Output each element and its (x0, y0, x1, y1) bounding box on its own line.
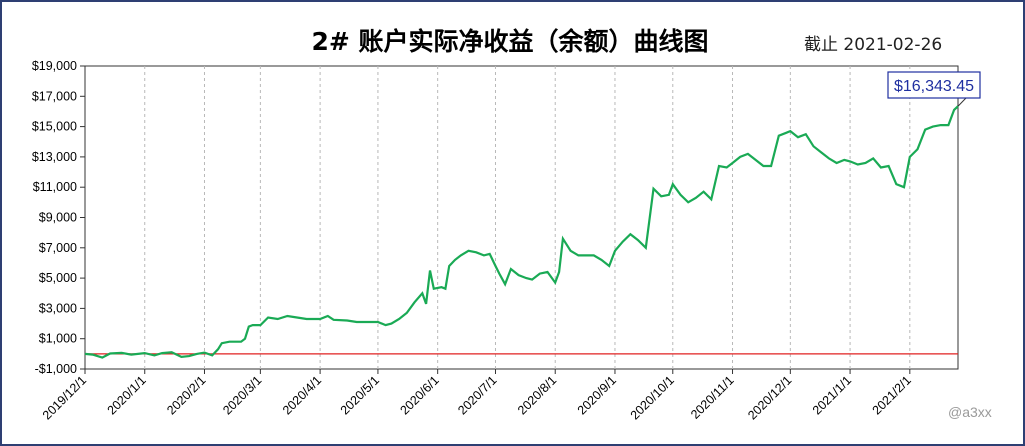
y-tick-label: $3,000 (39, 301, 77, 315)
x-tick-label: 2020/10/1 (628, 373, 677, 422)
x-tick-label: 2020/7/1 (455, 373, 499, 417)
x-tick-label: 2020/11/1 (688, 373, 737, 422)
y-tick-label: $9,000 (39, 211, 77, 225)
x-tick-label: 2021/2/1 (870, 373, 914, 417)
x-tick-label: 2020/2/1 (164, 373, 208, 417)
x-tick-label: 2020/12/1 (745, 373, 794, 422)
y-tick-label: $5,000 (39, 271, 77, 285)
x-tick-label: 2021/1/1 (810, 373, 854, 417)
y-tick-label: $17,000 (32, 89, 77, 103)
callout-leader (957, 97, 967, 107)
x-tick-label: 2020/4/1 (280, 373, 324, 417)
end-value-label: $16,343.45 (894, 78, 974, 95)
y-tick-label: $1,000 (39, 332, 77, 346)
plot-area (84, 65, 959, 370)
y-tick-label: $11,000 (33, 180, 77, 194)
x-tick-label: 2020/6/1 (397, 373, 441, 417)
net-profit-line (84, 105, 959, 359)
end-value-callout (887, 71, 981, 99)
watermark: @a3xx (948, 404, 992, 420)
x-tick-label: 2020/5/1 (338, 373, 382, 417)
y-tick-label: -$1,000 (35, 362, 77, 376)
chart-title: 2# 账户实际净收益（余额）曲线图 (311, 27, 709, 56)
x-tick-label: 2019/12/1 (40, 373, 89, 422)
as-of-date: 截止 2021-02-26 (804, 35, 943, 55)
y-tick-label: $15,000 (32, 120, 77, 134)
x-tick-label: 2020/9/1 (575, 373, 619, 417)
y-tick-label: $7,000 (39, 241, 77, 255)
x-tick-label: 2020/3/1 (220, 373, 264, 417)
y-tick-label: $13,000 (32, 150, 77, 164)
y-tick-label: $19,000 (32, 59, 77, 73)
x-tick-label: 2020/8/1 (515, 373, 559, 417)
x-tick-label: 2020/1/1 (105, 373, 149, 417)
